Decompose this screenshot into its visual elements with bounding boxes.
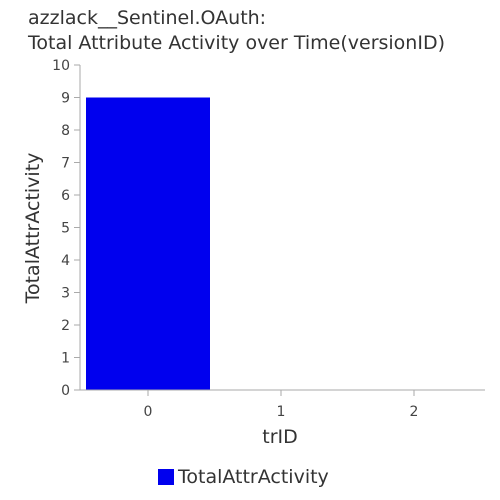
y-tick-label: 7 xyxy=(61,156,70,172)
y-tick-label: 3 xyxy=(61,286,70,302)
y-tick-label: 8 xyxy=(61,123,70,139)
x-axis-label: trID xyxy=(262,426,298,448)
y-tick-label: 2 xyxy=(61,318,70,334)
y-tick-label: 5 xyxy=(61,221,70,237)
chart-title-line-1: azzlack__Sentinel.OAuth: xyxy=(28,7,267,29)
legend: TotalAttrActivity xyxy=(158,466,329,488)
y-tick-label: 0 xyxy=(61,383,70,399)
chart-title: azzlack__Sentinel.OAuth: Total Attribute… xyxy=(28,6,498,56)
legend-swatch xyxy=(158,469,174,485)
legend-label: TotalAttrActivity xyxy=(178,466,329,488)
y-axis-label: TotalAttrActivity xyxy=(22,153,44,305)
y-tick-label: 4 xyxy=(61,253,70,269)
y-tick-label: 9 xyxy=(61,91,70,107)
y-tick-label: 1 xyxy=(61,351,70,367)
chart-title-line-2: Total Attribute Activity over Time(versi… xyxy=(28,32,445,54)
x-tick-label: 2 xyxy=(410,404,419,420)
y-tick-label: 10 xyxy=(52,58,70,74)
x-tick-label: 1 xyxy=(277,404,286,420)
bar-0 xyxy=(86,97,210,390)
x-tick-label: 0 xyxy=(144,404,153,420)
y-tick-label: 6 xyxy=(61,188,70,204)
